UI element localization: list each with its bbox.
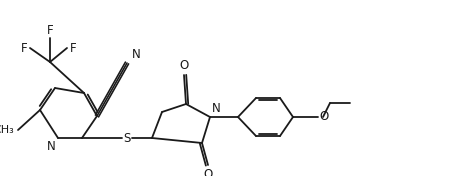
Text: F: F (20, 42, 27, 55)
Text: N: N (47, 140, 56, 153)
Text: O: O (179, 59, 189, 72)
Text: N: N (132, 48, 141, 61)
Text: CH₃: CH₃ (0, 125, 14, 135)
Text: F: F (47, 24, 53, 37)
Text: O: O (319, 111, 328, 124)
Text: S: S (123, 131, 131, 144)
Text: O: O (203, 168, 212, 176)
Text: N: N (212, 102, 221, 115)
Text: F: F (70, 42, 77, 55)
